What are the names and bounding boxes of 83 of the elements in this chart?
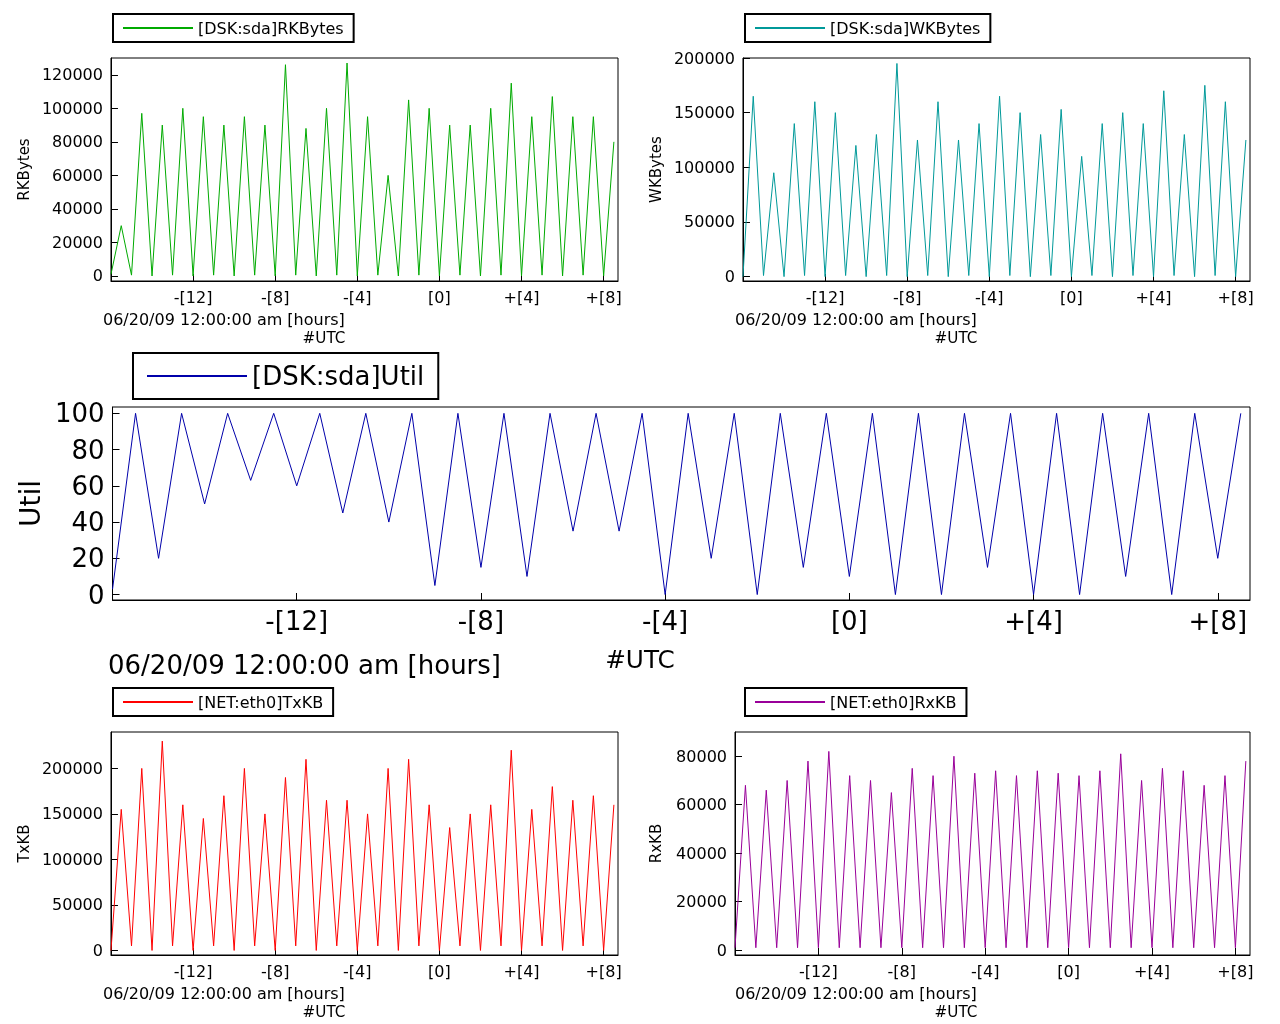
legend-label: [DSK:sda]WKBytes	[830, 18, 981, 38]
x-tick-label: -[4]	[343, 961, 372, 981]
x-tick-label: -[4]	[642, 606, 689, 636]
x-tick-label: +[4]	[503, 287, 540, 307]
y-tick-label: 120000	[41, 65, 103, 85]
x-tick-label: +[8]	[1217, 287, 1254, 307]
x-tick-label: +[8]	[585, 287, 622, 307]
x-tick-label: -[12]	[173, 287, 213, 307]
x-tick-label: -[8]	[260, 287, 290, 307]
y-tick-label: 150000	[41, 804, 103, 824]
x-tick-label: +[4]	[503, 961, 540, 981]
x-tick-label: [0]	[830, 606, 868, 636]
x-axis-title: 06/20/09 12:00:00 am [hours]	[103, 309, 345, 329]
x-tick-label: -[12]	[265, 606, 329, 636]
x-tick-label: [0]	[428, 961, 451, 981]
y-axis-title: Util	[13, 479, 47, 528]
x-tick-label: -[12]	[805, 287, 845, 307]
x-tick-label: -[4]	[343, 287, 372, 307]
y-tick-label: 40	[71, 507, 105, 538]
y-tick-label: 200000	[673, 48, 735, 68]
y-axis-title: WKBytes	[646, 135, 665, 203]
x-tick-label: +[4]	[1135, 287, 1172, 307]
legend-label: [NET:eth0]RxKB	[830, 692, 957, 712]
y-tick-label: 80000	[676, 746, 727, 766]
y-axis-title: TxKB	[14, 824, 33, 864]
x-tick-label: -[12]	[173, 961, 213, 981]
y-tick-label: 200000	[41, 758, 103, 778]
x-tick-label: -[4]	[970, 961, 1000, 981]
y-tick-label: 80000	[52, 132, 103, 152]
legend-label: [DSK:sda]RKBytes	[198, 18, 344, 38]
x-tick-label: -[8]	[260, 961, 290, 981]
line-series	[110, 62, 615, 277]
text: #UTC	[302, 328, 346, 347]
line-series	[110, 740, 615, 951]
x-tick-label: -[12]	[799, 961, 838, 981]
y-tick-label: 0	[92, 266, 103, 286]
y-tick-label: 40000	[52, 199, 103, 219]
x-tick-label: -[8]	[457, 606, 505, 636]
x-tick-label: +[8]	[1217, 961, 1254, 981]
x-axis-title: 06/20/09 12:00:00 am [hours]	[735, 309, 977, 329]
text: #UTC	[934, 328, 978, 347]
y-tick-label: 60000	[676, 795, 727, 815]
y-tick-label: 100000	[41, 98, 103, 118]
line-series	[112, 412, 1242, 596]
x-tick-label: -[8]	[892, 287, 922, 307]
y-tick-label: 60	[71, 470, 105, 501]
x-axis-title: 06/20/09 12:00:00 am [hours]	[103, 983, 345, 1003]
text: #UTC	[605, 645, 675, 674]
x-tick-label: [0]	[428, 287, 451, 307]
y-tick-label: 60000	[52, 165, 103, 185]
y-axis-title: RxKB	[646, 823, 665, 864]
y-tick-label: 0	[716, 940, 727, 960]
y-tick-label: 150000	[673, 103, 735, 123]
x-tick-label: +[4]	[1133, 961, 1171, 981]
x-tick-label: +[8]	[1188, 606, 1248, 636]
x-axis-title: 06/20/09 12:00:00 am [hours]	[735, 983, 977, 1003]
y-tick-label: 100000	[41, 849, 103, 869]
y-tick-label: 100	[54, 398, 105, 429]
y-tick-label: 20	[71, 543, 105, 574]
y-tick-label: 0	[92, 940, 103, 960]
x-tick-label: -[4]	[975, 287, 1004, 307]
x-tick-label: [0]	[1060, 287, 1083, 307]
x-axis-title: 06/20/09 12:00:00 am [hours]	[108, 650, 501, 680]
y-tick-label: 40000	[676, 843, 727, 863]
legend-label: [NET:eth0]TxKB	[198, 692, 324, 712]
x-tick-label: -[8]	[887, 961, 917, 981]
y-tick-label: 50000	[684, 212, 735, 232]
y-tick-label: 20000	[52, 232, 103, 252]
y-tick-label: 0	[724, 267, 735, 287]
x-tick-label: +[8]	[585, 961, 622, 981]
y-tick-label: 20000	[676, 892, 727, 912]
y-tick-label: 0	[87, 579, 105, 610]
x-tick-label: +[4]	[1004, 606, 1063, 636]
x-tick-label: [0]	[1057, 961, 1080, 981]
text: #UTC	[302, 1002, 346, 1021]
y-tick-label: 100000	[673, 157, 735, 177]
text: #UTC	[934, 1002, 978, 1021]
y-axis-title: RKBytes	[14, 138, 33, 201]
legend-label: [DSK:sda]Util	[252, 361, 425, 391]
line-series	[742, 62, 1247, 278]
line-series	[734, 750, 1247, 949]
y-tick-label: 80	[71, 434, 105, 465]
y-tick-label: 50000	[52, 895, 103, 915]
